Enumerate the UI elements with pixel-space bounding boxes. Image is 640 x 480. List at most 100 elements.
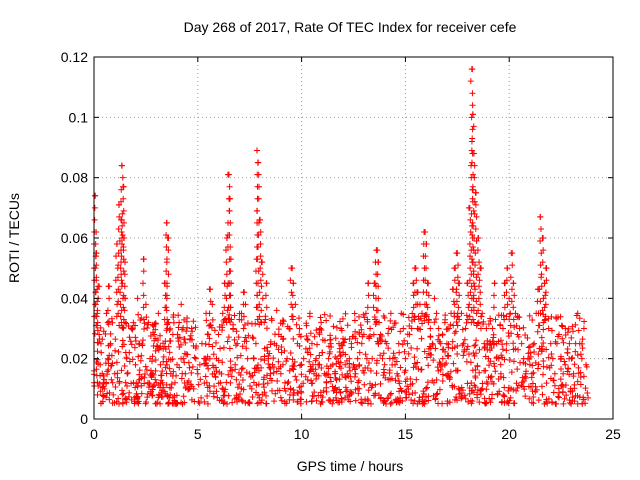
data-point xyxy=(321,370,328,377)
data-point xyxy=(423,313,430,320)
data-point xyxy=(543,364,550,371)
data-point xyxy=(576,340,583,347)
data-point xyxy=(203,317,210,324)
data-point xyxy=(385,376,392,383)
data-point xyxy=(104,307,111,314)
data-point xyxy=(541,304,548,311)
data-point xyxy=(377,331,384,338)
data-point xyxy=(236,369,243,376)
data-point xyxy=(316,331,323,338)
data-point xyxy=(347,373,354,380)
data-point xyxy=(348,340,355,347)
data-point xyxy=(330,323,337,330)
data-point xyxy=(115,225,122,232)
data-point xyxy=(286,325,293,332)
data-point xyxy=(499,325,506,332)
data-point xyxy=(277,370,284,377)
data-point xyxy=(186,364,193,371)
data-point xyxy=(530,400,537,407)
data-point xyxy=(390,350,397,357)
data-point xyxy=(316,352,323,359)
data-point xyxy=(336,386,343,393)
data-point xyxy=(155,310,162,317)
data-point xyxy=(209,316,216,323)
data-point xyxy=(239,377,246,384)
data-point xyxy=(99,392,106,399)
data-point xyxy=(136,340,143,347)
data-point xyxy=(220,344,227,351)
data-point xyxy=(375,259,382,266)
data-point xyxy=(212,373,219,380)
data-point xyxy=(300,355,307,362)
data-point xyxy=(163,327,170,334)
data-point xyxy=(585,394,592,401)
data-point xyxy=(452,328,459,335)
data-point xyxy=(458,310,465,317)
data-point xyxy=(159,368,166,375)
data-point xyxy=(269,361,276,368)
data-point xyxy=(182,339,189,346)
data-point xyxy=(119,391,126,398)
data-point xyxy=(466,390,473,397)
data-point xyxy=(163,219,170,226)
data-point xyxy=(259,295,266,302)
data-point xyxy=(151,321,158,328)
data-point xyxy=(467,359,474,366)
data-point xyxy=(275,326,282,333)
data-point xyxy=(465,292,472,299)
data-point xyxy=(542,292,549,299)
data-point xyxy=(167,370,174,377)
data-point xyxy=(365,280,372,287)
data-point xyxy=(238,397,245,404)
data-point xyxy=(264,347,271,354)
data-point xyxy=(290,335,297,342)
data-point xyxy=(420,388,427,395)
data-point xyxy=(501,280,508,287)
data-point xyxy=(239,343,246,350)
data-point xyxy=(418,366,425,373)
data-point xyxy=(379,355,386,362)
data-point xyxy=(297,333,304,340)
data-point xyxy=(405,350,412,357)
data-point xyxy=(341,338,348,345)
data-point xyxy=(391,320,398,327)
data-point xyxy=(451,265,458,272)
data-point xyxy=(439,355,446,362)
data-point xyxy=(337,365,344,372)
data-point xyxy=(120,324,127,331)
data-point xyxy=(189,328,196,335)
data-point xyxy=(281,347,288,354)
data-point xyxy=(216,324,223,331)
data-point xyxy=(120,207,127,214)
data-point xyxy=(115,298,122,305)
data-point xyxy=(455,262,462,269)
data-point xyxy=(227,256,234,263)
data-point xyxy=(277,394,284,401)
data-point xyxy=(126,349,133,356)
data-point xyxy=(540,295,547,302)
data-point xyxy=(508,298,515,305)
data-point xyxy=(530,341,537,348)
data-point xyxy=(108,362,115,369)
data-point xyxy=(564,368,571,375)
data-point xyxy=(165,319,172,326)
data-point xyxy=(223,295,230,302)
data-point xyxy=(522,393,529,400)
data-point xyxy=(262,292,269,299)
data-point xyxy=(190,385,197,392)
data-point xyxy=(339,315,346,322)
data-point xyxy=(420,390,427,397)
data-point xyxy=(292,301,299,308)
data-point xyxy=(114,370,121,377)
data-point xyxy=(394,395,401,402)
data-point xyxy=(309,397,316,404)
data-point xyxy=(408,325,415,332)
data-point xyxy=(144,394,151,401)
data-point xyxy=(142,301,149,308)
data-point xyxy=(149,370,156,377)
data-point xyxy=(486,362,493,369)
data-point xyxy=(108,376,115,383)
data-point xyxy=(326,348,333,355)
data-point xyxy=(224,307,231,314)
data-point xyxy=(435,336,442,343)
